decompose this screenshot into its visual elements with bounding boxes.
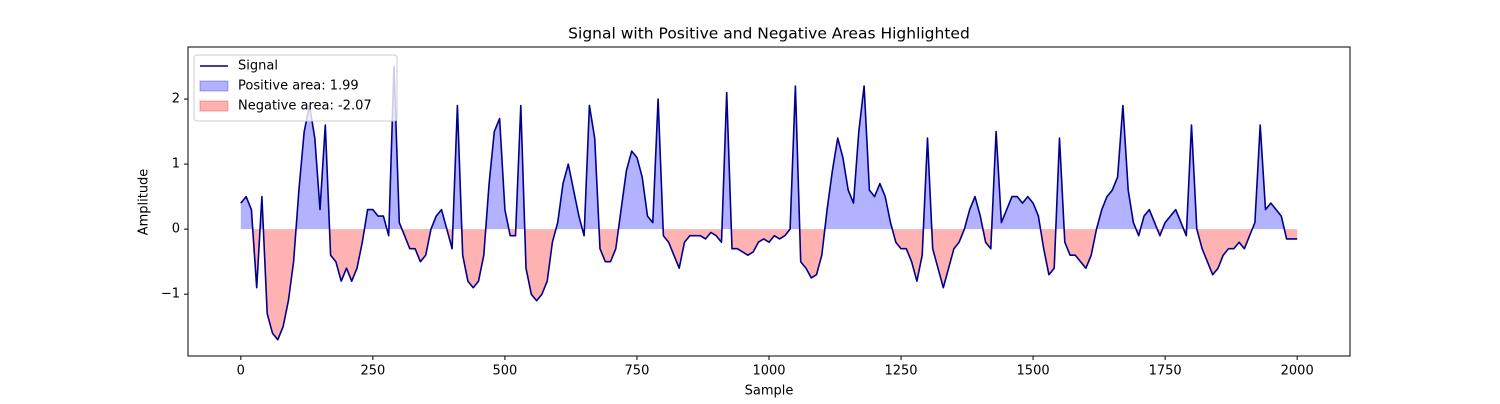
chart-title: Signal with Positive and Negative Areas … <box>568 25 970 43</box>
legend-label: Signal <box>238 59 278 74</box>
y-axis-label: Amplitude <box>137 169 152 236</box>
x-tick-label: 1500 <box>1017 364 1050 379</box>
legend-patch <box>199 80 229 92</box>
x-tick-label: 750 <box>625 364 650 379</box>
x-axis-label: Sample <box>745 384 794 399</box>
legend-label: Negative area: -2.07 <box>238 99 372 114</box>
y-tick-label: −1 <box>161 287 180 302</box>
signal-line <box>240 65 1298 341</box>
plot-frame <box>187 46 1351 357</box>
x-tick-label: 0 <box>237 364 245 379</box>
x-tick-label: 2000 <box>1281 364 1314 379</box>
y-tick-label: 1 <box>172 157 180 172</box>
x-tick-label: 1000 <box>752 364 785 379</box>
legend-patch <box>199 100 229 112</box>
x-tick-label: 500 <box>492 364 517 379</box>
y-tick-label: 0 <box>172 222 180 237</box>
legend-label: Positive area: 1.99 <box>238 79 359 94</box>
area-fill <box>240 66 1298 230</box>
area-fill <box>252 229 1298 340</box>
x-tick-label: 1250 <box>884 364 917 379</box>
y-tick-label: 2 <box>172 92 180 107</box>
x-tick-label: 1750 <box>1149 364 1182 379</box>
legend-box <box>193 54 398 122</box>
x-tick-label: 250 <box>360 364 385 379</box>
